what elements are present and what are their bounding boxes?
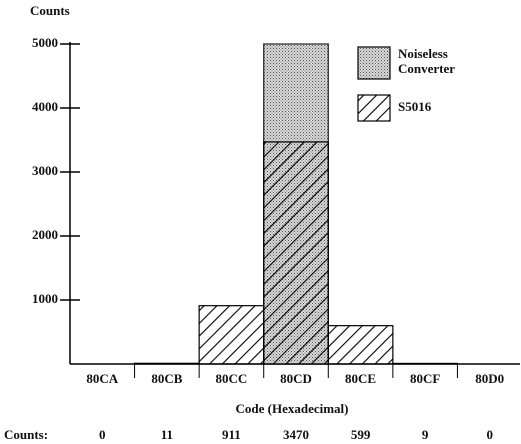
x-tick-label: 80CD <box>280 371 312 386</box>
legend-swatch <box>357 94 391 122</box>
legend-label: S5016 <box>398 99 432 114</box>
y-tick-label: 2000 <box>32 227 58 242</box>
count-label: 0 <box>486 427 493 442</box>
x-tick-label: 80CA <box>86 371 118 386</box>
x-tick-label: 80CB <box>151 371 182 386</box>
y-tick-label: 1000 <box>32 291 58 306</box>
x-tick-label: 80CF <box>410 371 440 386</box>
bar <box>392 362 459 365</box>
count-label: 9 <box>422 427 429 442</box>
x-tick-label: 80CC <box>216 371 248 386</box>
count-label: 11 <box>161 427 173 442</box>
bar <box>263 141 329 365</box>
bar <box>327 325 394 365</box>
legend-swatch <box>357 46 391 80</box>
count-label: 911 <box>222 427 241 442</box>
counts-label: Counts: <box>4 427 48 442</box>
x-tick-label: 80CE <box>345 371 376 386</box>
y-tick-label: 4000 <box>32 99 58 114</box>
y-tick-label: 3000 <box>32 163 58 178</box>
bar <box>133 362 200 365</box>
count-label: 599 <box>351 427 371 442</box>
count-label: 3470 <box>283 427 309 442</box>
y-axis-label: Counts <box>30 3 70 18</box>
count-label: 0 <box>99 427 106 442</box>
x-tick-label: 80D0 <box>475 371 504 386</box>
legend-label: Noiseless Converter <box>398 46 455 76</box>
y-tick-label: 5000 <box>32 35 58 50</box>
bar <box>198 305 265 365</box>
x-axis-label: Code (Hexadecimal) <box>235 401 348 416</box>
